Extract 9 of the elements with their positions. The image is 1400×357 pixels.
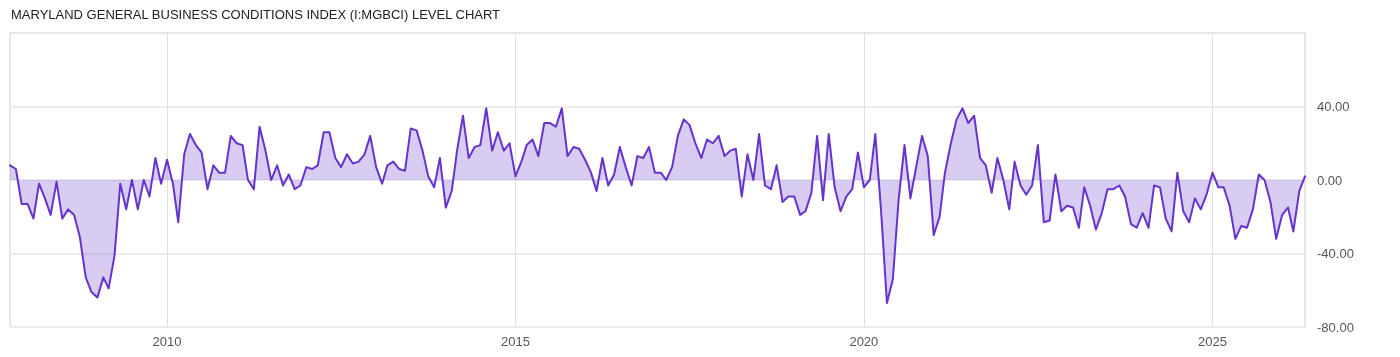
x-tick-label: 2010 (152, 334, 182, 349)
y-tick-label: 0.00 (1317, 172, 1343, 188)
chart-title: MARYLAND GENERAL BUSINESS CONDITIONS INDEX (I:MGBCI) LEVEL CHART (11, 7, 501, 22)
x-tick-label: 2015 (500, 334, 530, 349)
x-tick-label: 2025 (1198, 334, 1227, 349)
y-tick-label: -80.00 (1317, 319, 1354, 335)
x-tick-label: 2020 (849, 334, 879, 349)
y-tick-label: -40.00 (1317, 246, 1354, 261)
y-tick-label: 40.00 (1317, 99, 1350, 114)
